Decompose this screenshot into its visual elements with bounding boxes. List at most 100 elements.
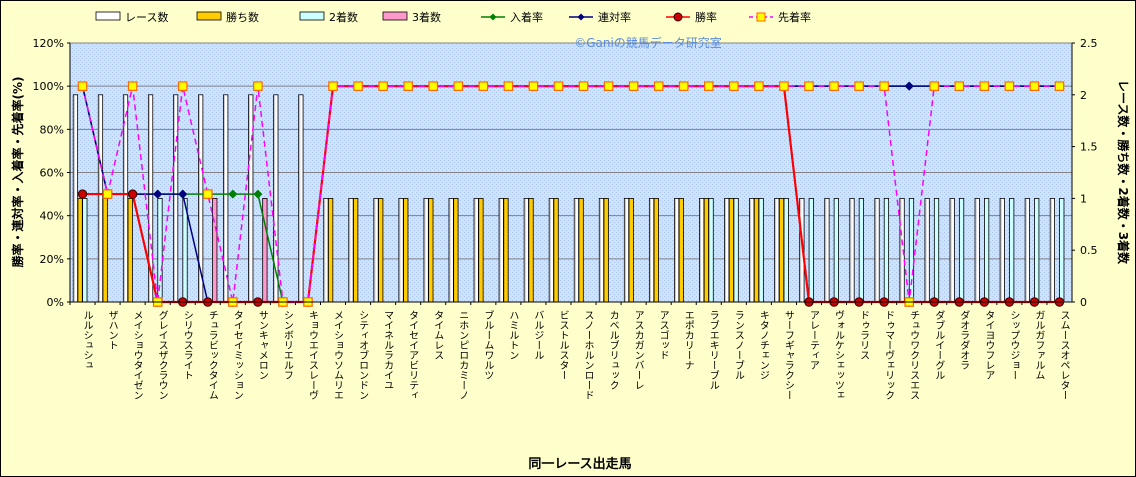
x-tick-label: ドゥマーヴェリック [883, 310, 894, 400]
bar [849, 197, 855, 303]
legend-label: 勝率 [695, 10, 717, 24]
bar [753, 197, 760, 303]
bar-layer [72, 94, 1065, 303]
bar [699, 197, 705, 303]
bar [924, 197, 930, 303]
point [954, 81, 965, 91]
x-tick-label: サーフギャラクシー [782, 310, 794, 400]
x-tick-label: ザハント [106, 310, 118, 350]
point [428, 81, 439, 91]
point [553, 81, 564, 91]
bar [478, 197, 484, 303]
legend-label: 連対率 [598, 10, 631, 24]
bar [578, 197, 584, 303]
bar [628, 197, 634, 303]
bar [503, 197, 509, 303]
x-tick-label: ルルシュシュ [81, 310, 93, 370]
bar [728, 197, 735, 303]
bar [72, 94, 79, 303]
point [653, 81, 664, 91]
bar [598, 197, 605, 303]
point [403, 81, 413, 91]
bar [999, 197, 1005, 303]
x-tick-label: ガルガファルム [1033, 310, 1045, 380]
point [328, 81, 338, 91]
point [378, 81, 388, 91]
x-tick-label: エポカリーナ [682, 310, 694, 370]
legend-label: 入着率 [510, 10, 543, 24]
y-tick-left: 0% [47, 296, 64, 309]
x-axis-label: 同一レース出走馬 [528, 456, 631, 472]
bar [262, 197, 268, 303]
bar [353, 197, 359, 303]
bar [473, 197, 479, 303]
bar [423, 197, 429, 303]
bar [949, 197, 955, 303]
x-tick-label: キタノチェンジ [757, 310, 769, 380]
legend-marker [489, 13, 497, 21]
x-tick-label: シリウスライト [181, 310, 193, 380]
point [478, 81, 489, 91]
point [528, 81, 539, 91]
bar [298, 94, 304, 303]
bar [808, 197, 814, 303]
point [829, 81, 839, 91]
legend-label: 勝ち数 [226, 10, 259, 24]
y-tick-right: 0 [1080, 296, 1087, 309]
y-tick-right: 0.5 [1080, 244, 1098, 257]
x-tick-label: タイムレス [432, 310, 444, 360]
point [678, 81, 689, 91]
bar [858, 197, 864, 303]
point [754, 81, 764, 91]
y-tick-left: 80% [40, 123, 64, 136]
legend: レース数 勝ち数 2着数 3着数 入着率 連対率 勝率 先着率 [95, 10, 811, 24]
line-layer [77, 81, 1065, 307]
point [904, 81, 914, 91]
bar [102, 197, 108, 303]
x-tick-label: ダオラダオラ [958, 310, 970, 370]
point [353, 81, 363, 91]
x-tick-label: スムースオペレター [1058, 310, 1070, 400]
bar [378, 197, 384, 303]
point [879, 81, 889, 91]
x-tick-label: ブルームワルツ [482, 309, 494, 380]
bar [984, 197, 990, 303]
bar [212, 197, 218, 303]
bar [678, 197, 684, 303]
point [603, 81, 614, 91]
point [1029, 81, 1040, 91]
x-tick-label: アスゴッド [657, 310, 668, 360]
point [1004, 81, 1015, 91]
axis-layer: 0% 20% 40% 60% 80% 100% 120% 0 0.5 1 1.5 2 2.5 ルルシュシュ… [33, 37, 1098, 400]
x-tick-label: アスカガンバーレ [632, 310, 644, 390]
bar [1034, 197, 1040, 303]
watermark: ©Ganiの競馬データ研究室 [574, 35, 722, 50]
x-tick-label: ラブエキリーブル [707, 310, 719, 390]
legend-label: 2着数 [329, 10, 358, 24]
x-tick-label: スノーホルンロード [582, 310, 594, 400]
bar [833, 197, 839, 303]
bar [824, 197, 830, 303]
bar [703, 197, 709, 303]
legend-marker [577, 13, 585, 21]
bar [453, 197, 459, 303]
point [127, 189, 138, 199]
x-tick-label: サンキャメロン [256, 310, 268, 380]
bar [908, 197, 915, 303]
legend-swatch [299, 11, 325, 21]
x-tick-label: ハミルトン [507, 310, 519, 360]
point [729, 81, 739, 91]
x-tick-label: ランスノーブル [732, 310, 744, 380]
point [453, 81, 464, 91]
legend-swatch [196, 11, 222, 21]
bar [724, 197, 730, 303]
bar [778, 197, 785, 303]
bar [82, 197, 88, 303]
bar [958, 197, 965, 303]
y-tick-right: 1 [1080, 192, 1087, 205]
bar [573, 197, 580, 303]
point [177, 81, 188, 91]
bar [653, 197, 659, 303]
bar [974, 197, 980, 303]
point [127, 81, 138, 91]
